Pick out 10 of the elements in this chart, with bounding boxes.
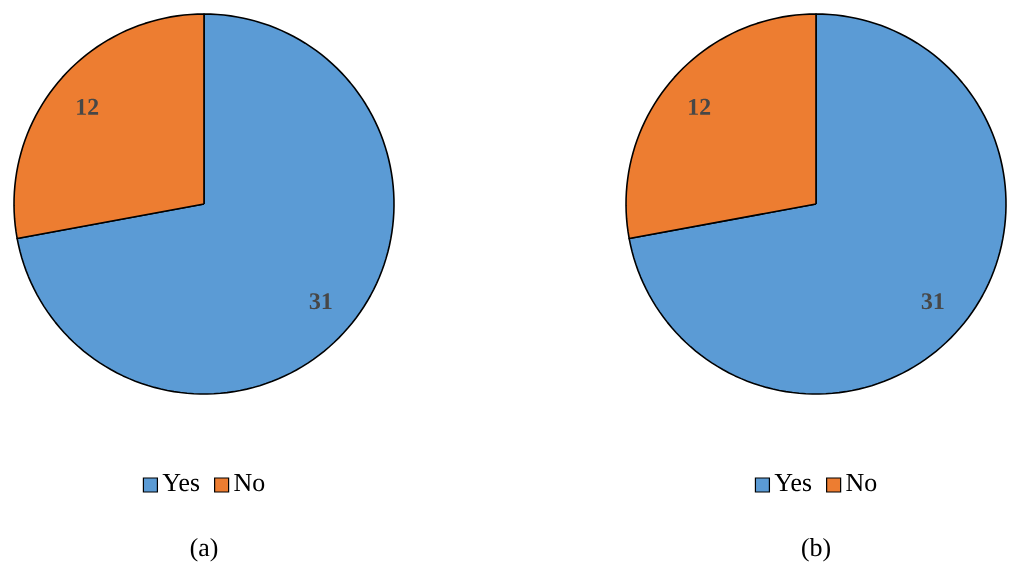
legend-label: Yes bbox=[162, 473, 200, 492]
legend-label: No bbox=[234, 473, 265, 492]
legend-label: Yes bbox=[774, 473, 812, 492]
data-label: 12 bbox=[689, 98, 711, 115]
data-label: 31 bbox=[921, 293, 944, 310]
legend-label: No bbox=[846, 473, 877, 492]
data-label: 31 bbox=[309, 293, 332, 310]
data-label: 12 bbox=[77, 98, 99, 115]
text: (b) bbox=[802, 538, 830, 562]
text: (a) bbox=[190, 538, 218, 562]
